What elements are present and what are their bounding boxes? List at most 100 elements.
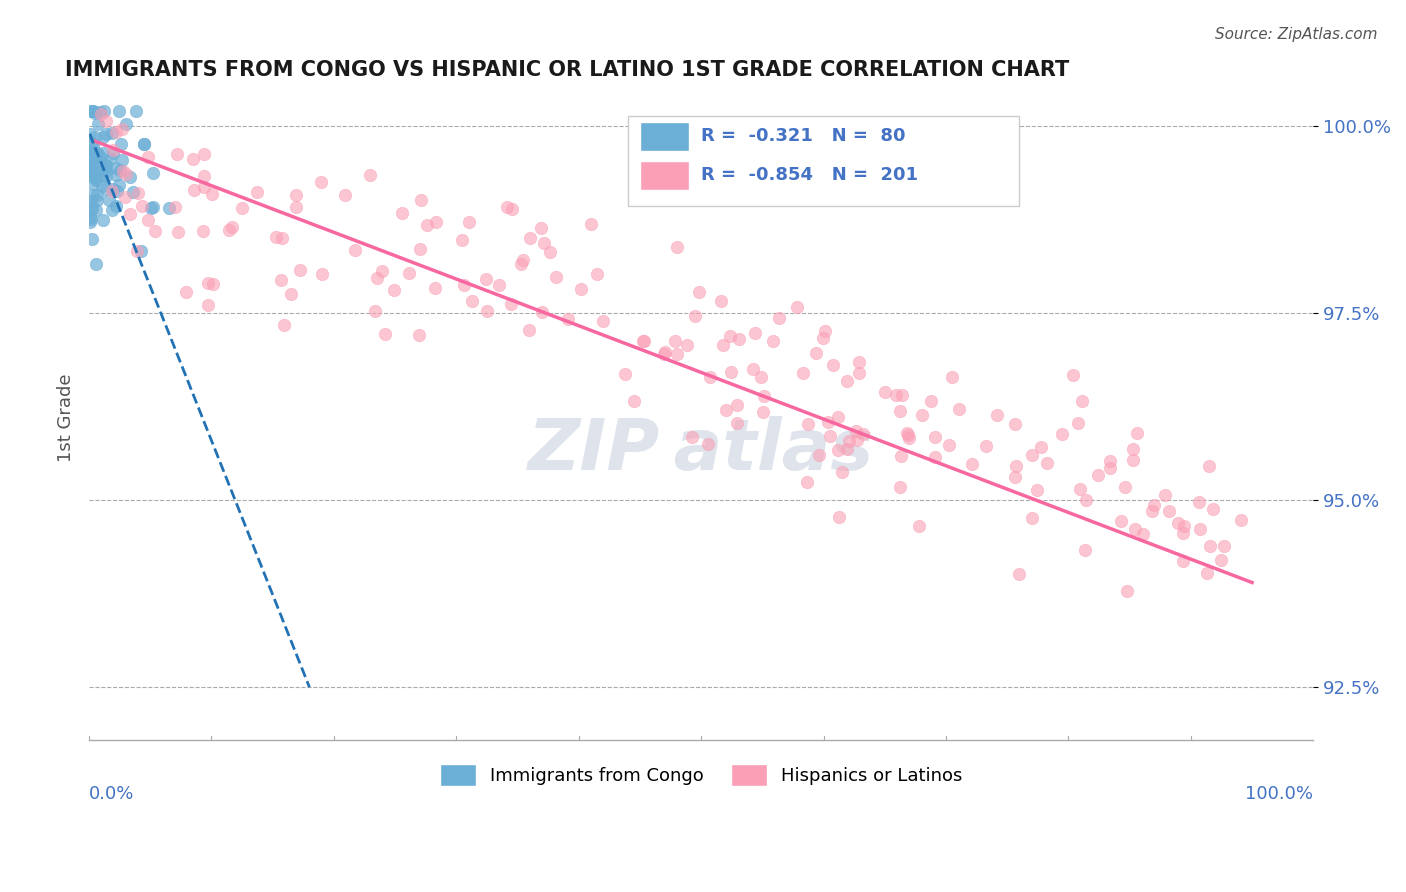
Point — [1188, 522, 1211, 536]
Point — [974, 439, 997, 453]
Point — [191, 223, 214, 237]
Point — [896, 426, 918, 441]
Point — [477, 304, 499, 318]
Point — [366, 271, 388, 285]
Point — [835, 374, 858, 388]
Point — [897, 427, 920, 442]
Point — [710, 294, 733, 309]
Point — [94, 128, 117, 142]
Point — [1132, 526, 1154, 541]
Point — [93, 213, 115, 227]
Point — [264, 230, 287, 244]
Point — [948, 401, 970, 416]
Point — [84, 167, 107, 181]
Point — [1026, 483, 1049, 498]
Point — [82, 151, 104, 165]
Point — [231, 201, 253, 215]
Point — [837, 442, 859, 457]
Point — [101, 143, 124, 157]
Point — [986, 408, 1008, 422]
Text: R =  -0.321   N =  80: R = -0.321 N = 80 — [702, 128, 905, 145]
Point — [93, 104, 115, 119]
Point — [114, 190, 136, 204]
Point — [546, 269, 568, 284]
Point — [911, 408, 934, 422]
Point — [246, 186, 269, 200]
Point — [125, 244, 148, 258]
Point — [1052, 427, 1074, 442]
Point — [569, 282, 592, 296]
Point — [115, 167, 138, 181]
Point — [79, 210, 101, 224]
Y-axis label: 1st Grade: 1st Grade — [58, 374, 75, 462]
Point — [82, 104, 104, 119]
Point — [134, 136, 156, 151]
Text: IMMIGRANTS FROM CONGO VS HISPANIC OR LATINO 1ST GRADE CORRELATION CHART: IMMIGRANTS FROM CONGO VS HISPANIC OR LAT… — [65, 60, 1069, 79]
Point — [1167, 516, 1189, 530]
Point — [1171, 554, 1194, 568]
Point — [101, 146, 124, 161]
Point — [688, 285, 710, 299]
Point — [1036, 456, 1059, 470]
Point — [1116, 583, 1139, 598]
Point — [79, 158, 101, 172]
Point — [938, 438, 960, 452]
Point — [131, 199, 153, 213]
Point — [82, 138, 104, 153]
Text: R =  -0.854   N =  201: R = -0.854 N = 201 — [702, 166, 918, 184]
Point — [166, 225, 188, 239]
Point — [425, 215, 447, 229]
Point — [273, 318, 295, 332]
Point — [1197, 566, 1219, 580]
Point — [1188, 495, 1211, 509]
Point — [889, 480, 911, 494]
Point — [101, 184, 124, 198]
Point — [1099, 454, 1122, 468]
Point — [157, 202, 180, 216]
Point — [633, 334, 655, 348]
Point — [183, 183, 205, 197]
Point — [197, 277, 219, 291]
Point — [848, 367, 870, 381]
Point — [105, 161, 128, 175]
Point — [82, 202, 104, 217]
Point — [1004, 417, 1026, 431]
Point — [193, 169, 215, 183]
Point — [533, 235, 555, 250]
Point — [111, 153, 134, 167]
Point — [79, 104, 101, 119]
Point — [749, 370, 772, 384]
Point — [197, 298, 219, 312]
Point — [744, 326, 766, 340]
Point — [1066, 416, 1088, 430]
Point — [120, 169, 142, 184]
Point — [86, 188, 108, 202]
Text: 100.0%: 100.0% — [1246, 785, 1313, 803]
Point — [682, 429, 704, 443]
Point — [84, 169, 107, 184]
Point — [166, 147, 188, 161]
Point — [718, 329, 741, 343]
Point — [409, 242, 432, 256]
Point — [132, 136, 155, 151]
Point — [697, 437, 720, 451]
Point — [105, 125, 128, 139]
Point — [105, 199, 128, 213]
Point — [96, 158, 118, 172]
Point — [1209, 552, 1232, 566]
Point — [94, 164, 117, 178]
Point — [89, 150, 111, 164]
Point — [1122, 452, 1144, 467]
Point — [1154, 488, 1177, 502]
Point — [768, 310, 790, 325]
Point — [889, 404, 911, 418]
Point — [311, 267, 333, 281]
Point — [519, 231, 541, 245]
Point — [91, 130, 114, 145]
Point — [1199, 539, 1222, 553]
Point — [623, 394, 645, 409]
Text: 0.0%: 0.0% — [89, 785, 135, 803]
Point — [1008, 567, 1031, 582]
Point — [908, 519, 931, 533]
Point — [1123, 523, 1146, 537]
